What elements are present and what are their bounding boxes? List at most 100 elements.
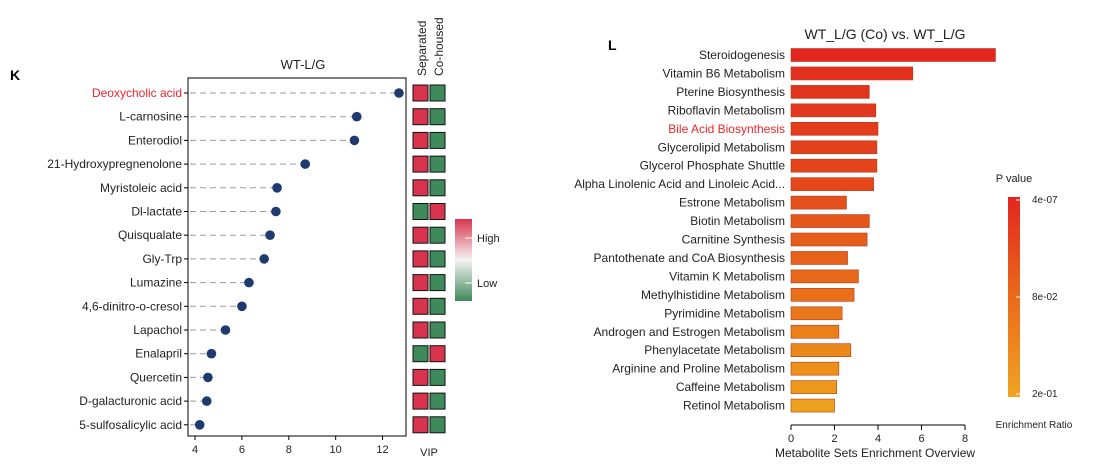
point-quisqualate — [265, 230, 275, 240]
label-retinol-metabolism: Retinol Metabolism — [683, 399, 785, 413]
label-biotin-metabolism: Biotin Metabolism — [690, 214, 785, 228]
x-tick-label-8: 8 — [962, 433, 968, 445]
point-enterodiol — [349, 135, 360, 146]
bar-retinol-metabolism — [790, 398, 835, 413]
bar-vitamin-b6-metabolism — [790, 66, 914, 81]
heat-cell-5-sulfosalicylic-acid-separated — [412, 416, 429, 434]
point-deoxycholic-acid — [394, 88, 404, 98]
label-riboflavin-metabolism: Riboflavin Metabolism — [668, 103, 785, 117]
chart-l-legend-title: P value — [996, 173, 1033, 185]
chart-l-legend-tick-3: 2e-01 — [1032, 389, 1058, 400]
heat-cell-quercetin-separated — [412, 368, 429, 386]
chart-l-bars — [790, 48, 996, 413]
point-21-hydroxypregnenolone — [300, 159, 311, 169]
heat-cell-d-galacturonic-acid-co-housed — [429, 392, 446, 410]
point-4-6-dinitro-o-cresol — [237, 301, 247, 312]
heat-cell-quercetin-co-housed — [429, 368, 446, 386]
heat-cell-l-carnosine-co-housed — [429, 108, 446, 126]
chart-l-category-labels: Steroidogenesis Vitamin B6 Metabolism Pter… — [574, 48, 785, 413]
chart-k-leader-lines — [184, 92, 399, 426]
heat-cell-quisqualate-separated — [412, 226, 429, 244]
heat-cell-dl-lactate-co-housed — [429, 203, 446, 220]
heat-cell-enalapril-co-housed — [429, 345, 446, 363]
chart-k-heatmap-headers: Separated Co-housed — [415, 17, 446, 76]
heat-cell-21-hydroxypregnenolone-co-housed — [429, 155, 446, 173]
chart-l-legend-subtitle: Enrichment Ratio — [996, 420, 1073, 431]
heatmap-header-co-housed: Co-housed — [432, 17, 446, 76]
heat-cell-5-sulfosalicylic-acid-co-housed — [429, 416, 446, 434]
label-pterine-biosynthesis: Pterine Biosynthesis — [676, 85, 785, 99]
x-tick-label-4: 4 — [192, 444, 198, 456]
bar-riboflavin-metabolism — [790, 103, 877, 118]
label-glycerolipid-metabolism: Glycerolipid Metabolism — [658, 140, 785, 154]
point-dl-lactate — [271, 206, 281, 217]
label-quercetin: Quercetin — [130, 370, 182, 384]
bar-androgen-and-estrogen-metabolism — [790, 324, 840, 339]
heat-cell-d-galacturonic-acid-separated — [412, 392, 429, 410]
bar-bile-acid-biosynthesis — [790, 122, 879, 136]
panel-k-label: K — [10, 67, 20, 83]
bar-pantothenate-and-coa-biosynthesis — [790, 251, 848, 265]
chart-k-title: WT-L/G — [281, 57, 326, 72]
heat-cell-21-hydroxypregnenolone-separated — [412, 155, 429, 173]
heat-cell-deoxycholic-acid-co-housed — [429, 84, 446, 102]
point-myristoleic-acid — [272, 183, 282, 193]
label-carnitine-synthesis: Carnitine Synthesis — [682, 233, 785, 247]
label-androgen-and-estrogen-metabolism: Androgen and Estrogen Metabolism — [594, 325, 785, 339]
heat-cell-enterodiol-co-housed — [429, 131, 446, 149]
label-lumazine: Lumazine — [130, 276, 182, 290]
x-tick-label-6: 6 — [918, 433, 924, 445]
heat-cell-myristoleic-acid-separated — [412, 179, 429, 197]
bar-carnitine-synthesis — [790, 232, 868, 247]
heat-cell-enalapril-separated — [412, 345, 429, 363]
bar-estrone-metabolism — [790, 195, 847, 210]
bar-alpha-linolenic-acid-and-linoleic-acid — [790, 177, 874, 191]
bar-arginine-and-proline-metabolism — [790, 361, 840, 376]
chart-l-legend: P value 4e-07 8e-02 2e-01 Enrichment Rat… — [996, 173, 1073, 431]
heat-cell-lumazine-separated — [412, 274, 429, 292]
heat-cell-gly-trp-separated — [412, 250, 429, 268]
bar-glycerol-phosphate-shuttle — [790, 158, 878, 173]
label-dl-lactate: Dl-lactate — [131, 205, 182, 219]
bar-steroidogenesis — [790, 48, 996, 62]
point-l-carnosine — [351, 111, 362, 122]
point-5-sulfosalicylic-acid — [194, 420, 205, 430]
label-methylhistidine-metabolism: Methylhistidine Metabolism — [641, 288, 785, 302]
x-tick-label-2: 2 — [831, 433, 837, 445]
label-d-galacturonic-acid: D-galacturonic acid — [79, 394, 182, 408]
label-caffeine-metabolism: Caffeine Metabolism — [676, 380, 785, 394]
bar-caffeine-metabolism — [790, 380, 837, 394]
label-glycerol-phosphate-shuttle: Glycerol Phosphate Shuttle — [640, 159, 786, 173]
heat-cell-l-carnosine-separated — [412, 108, 429, 126]
heat-cell-quisqualate-co-housed — [429, 226, 446, 244]
label-pyrimidine-metabolism: Pyrimidine Metabolism — [664, 306, 785, 320]
chart-k-plot-frame — [187, 77, 407, 437]
heat-cell-dl-lactate-separated — [412, 203, 429, 220]
point-gly-trp — [259, 254, 269, 264]
chart-k-x-axis: 4 6 8 10 12 — [192, 436, 389, 456]
label-lapachol: Lapachol — [133, 323, 182, 337]
chart-k-points — [194, 88, 404, 430]
label-quisqualate: Quisqualate — [118, 228, 182, 242]
point-lumazine — [244, 277, 254, 288]
label-5-sulfosalicylic-acid: 5-sulfosalicylic acid — [79, 418, 182, 432]
label-enalapril: Enalapril — [135, 347, 182, 361]
label-vitamin-k-metabolism: Vitamin K Metabolism — [669, 269, 785, 283]
heatmap-header-separated: Separated — [415, 21, 429, 76]
label-deoxycholic-acid: Deoxycholic acid — [92, 86, 182, 100]
heat-cell-lapachol-separated — [412, 321, 429, 339]
heat-cell-myristoleic-acid-co-housed — [429, 179, 446, 197]
chart-k-heatmap — [412, 84, 446, 434]
point-quercetin — [203, 372, 213, 383]
heat-cell-gly-trp-co-housed — [429, 250, 446, 268]
panel-l: L WT_L/G (Co) vs. WT_L/G Steroidogenesis… — [574, 26, 1073, 460]
bar-pterine-biosynthesis — [790, 85, 870, 99]
bar-pyrimidine-metabolism — [790, 306, 843, 321]
point-d-galacturonic-acid — [201, 396, 212, 406]
point-lapachol — [220, 325, 231, 335]
label-steroidogenesis: Steroidogenesis — [699, 48, 785, 62]
chart-k-legend: High Low — [455, 219, 500, 301]
heat-cell-4-6-dinitro-o-cresol-co-housed — [429, 297, 446, 315]
heat-cell-enterodiol-separated — [412, 131, 429, 149]
